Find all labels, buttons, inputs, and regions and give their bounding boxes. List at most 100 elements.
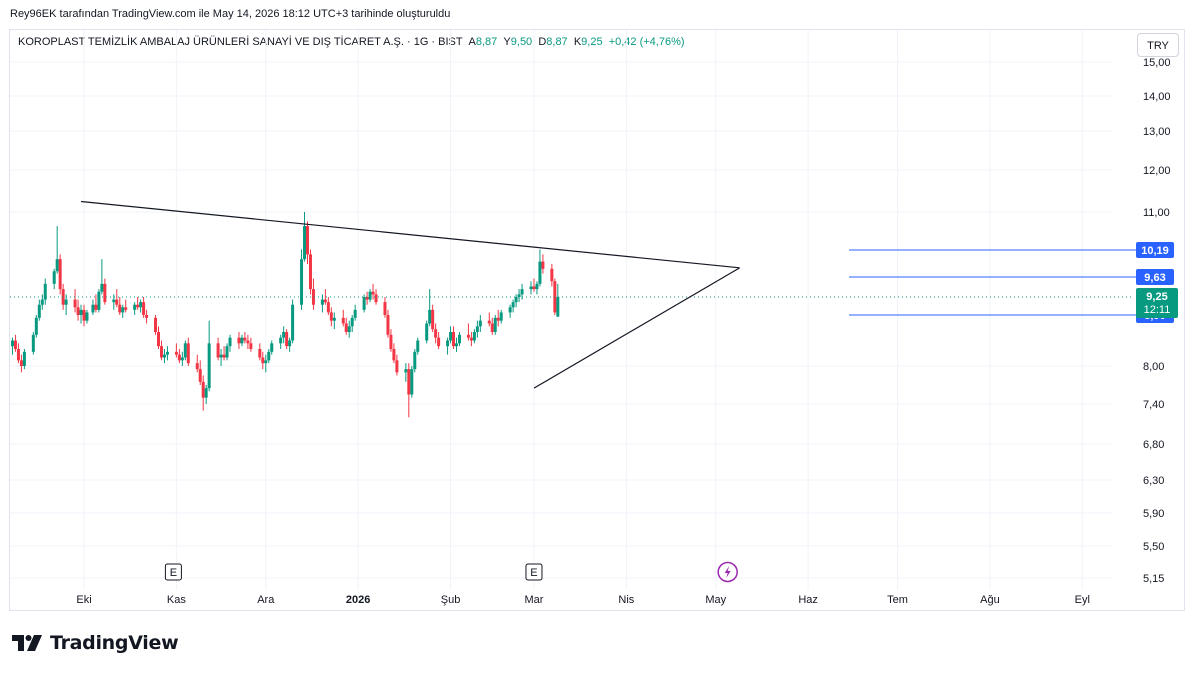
- candle-body: [162, 354, 166, 358]
- tradingview-logo-text: TradingView: [50, 632, 179, 654]
- earnings-event-icon[interactable]: [164, 563, 182, 581]
- time-tick-label: Kas: [167, 594, 186, 606]
- candle-body: [416, 340, 420, 352]
- candle-body: [434, 329, 438, 338]
- open-value: 8,87: [475, 36, 498, 48]
- candle-body: [428, 309, 432, 324]
- candle-body: [142, 302, 146, 315]
- symbol-name[interactable]: KOROPLAST TEMİZLİK AMBALAJ ÜRÜNLERİ SANA…: [18, 36, 463, 48]
- candle-body: [85, 312, 89, 321]
- level-tag: [1136, 269, 1174, 285]
- candle-body: [520, 289, 524, 295]
- candle-body: [58, 259, 62, 290]
- candle-body: [288, 340, 292, 347]
- chart-caption: Rey96EK tarafından TradingView.com ile M…: [10, 8, 451, 20]
- candle-body: [52, 271, 56, 284]
- candle-body: [94, 304, 98, 310]
- candle-body: [139, 302, 143, 308]
- candle-body: [19, 360, 23, 366]
- candle-body: [222, 354, 226, 358]
- candle-body: [124, 307, 128, 310]
- candle-body: [91, 304, 95, 313]
- candle-body: [413, 351, 417, 370]
- candle-body: [452, 332, 456, 347]
- candle-body: [341, 317, 345, 324]
- candle-body: [556, 297, 560, 317]
- candle-body: [332, 317, 336, 321]
- candle-body: [282, 332, 286, 338]
- tradingview-logo[interactable]: TradingView: [12, 631, 179, 655]
- chart-frame: [9, 29, 1185, 611]
- candle-body: [180, 357, 184, 361]
- candle-body: [496, 317, 500, 321]
- time-axis: Eki Kas Ara 2026 Şub Mar Nis May Haz Tem Ağu Eyl: [76, 594, 1090, 606]
- candle-body: [353, 309, 357, 318]
- candle-body: [79, 309, 83, 315]
- price-tick-label: 14,00: [1143, 91, 1171, 103]
- candle-body: [216, 343, 220, 358]
- change-value: +0,42 (+4,76%): [608, 36, 685, 48]
- lightning-icon: [724, 566, 731, 578]
- candle-body: [174, 351, 178, 355]
- candle-body: [344, 323, 348, 332]
- time-tick-label: Eki: [76, 594, 91, 606]
- candle-body: [165, 351, 169, 355]
- time-tick-label: Mar: [525, 594, 544, 606]
- candle-body: [410, 369, 414, 395]
- bar-countdown-label: 12:11: [1144, 304, 1171, 316]
- candle-body: [61, 289, 65, 305]
- candle-body: [455, 343, 458, 347]
- price-tick-label: 15,00: [1143, 57, 1171, 69]
- candle-body: [183, 343, 187, 358]
- candle-body: [121, 307, 125, 313]
- candle-body: [374, 294, 378, 303]
- price-tick-label: 8,00: [1143, 361, 1164, 373]
- candle-body: [514, 297, 518, 303]
- candle-body: [270, 343, 274, 352]
- time-tick-label: Şub: [441, 594, 461, 606]
- time-tick-label: Haz: [798, 594, 818, 606]
- candle-body: [118, 304, 122, 313]
- time-tick-label: Eyl: [1075, 594, 1090, 606]
- candle-body: [446, 340, 450, 347]
- candle-body: [326, 302, 330, 313]
- price-tick-label: 11,00: [1143, 207, 1170, 219]
- currency-button[interactable]: TRY: [1137, 33, 1179, 57]
- candle-body: [487, 320, 491, 324]
- candle-body: [186, 343, 190, 364]
- candle-body: [508, 307, 512, 313]
- candle-body: [219, 354, 223, 358]
- time-tick-label: Tem: [887, 594, 908, 606]
- candle-body: [249, 343, 253, 349]
- candle-body: [386, 315, 390, 335]
- price-tick-label: 12,00: [1143, 165, 1171, 177]
- candle-body: [300, 259, 304, 305]
- candle-body: [246, 340, 250, 344]
- price-tick-label: 5,15: [1143, 573, 1164, 585]
- candle-body: [425, 323, 429, 341]
- close-value: 9,25: [581, 36, 603, 48]
- candle-body: [40, 299, 44, 305]
- candle-body: [136, 304, 140, 308]
- high-value: 9,50: [510, 36, 533, 48]
- current-price-tag: [1136, 288, 1178, 318]
- candle-body: [368, 291, 372, 300]
- candle-body: [475, 326, 479, 332]
- candle-body: [10, 340, 14, 347]
- current-price-label: 9,25: [1146, 291, 1167, 303]
- low-value: 8,87: [546, 36, 568, 48]
- tradingview-logo-icon: [12, 635, 42, 651]
- candle-body: [291, 304, 295, 341]
- level-tag-label: 10,19: [1141, 245, 1169, 257]
- price-axis: 15,00 14,00 13,00 12,00 11,00 8,00 7,40 6,80 6,3…: [1143, 57, 1171, 585]
- candle-body: [311, 289, 315, 305]
- level-tag: [1136, 242, 1174, 258]
- earnings-event-icon[interactable]: [525, 563, 543, 581]
- candle-body: [64, 299, 68, 305]
- price-tick-label: 13,00: [1143, 126, 1171, 138]
- candle-body: [154, 317, 158, 332]
- candle-body: [404, 369, 408, 373]
- open-label: A: [468, 36, 476, 48]
- close-label: K: [573, 36, 582, 48]
